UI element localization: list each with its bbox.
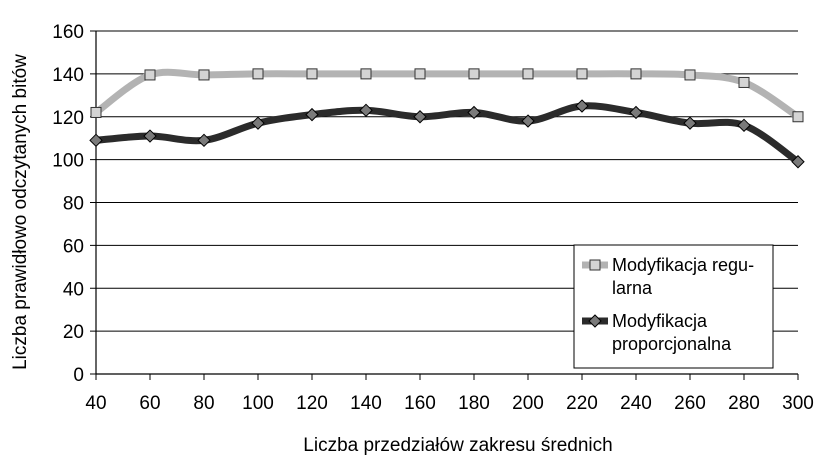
y-axis-label: Liczba prawidłowo odczytanych bitów (10, 54, 31, 370)
x-tick-label: 260 (674, 393, 706, 414)
y-tick-label: 100 (52, 151, 84, 172)
y-tick-label: 160 (52, 22, 84, 43)
x-tick-label: 300 (782, 393, 814, 414)
x-tick-label: 80 (193, 393, 214, 414)
data-point-series-2 (305, 107, 319, 122)
data-point-series-2 (683, 116, 697, 130)
data-point-series-1 (684, 69, 696, 81)
y-tick-label: 0 (73, 365, 84, 386)
legend-entry-label: proporcjonalna (612, 334, 732, 354)
axes (90, 30, 799, 380)
x-tick-label: 140 (350, 393, 382, 414)
data-point-series-1 (414, 68, 426, 80)
data-point-series-1 (576, 68, 588, 80)
data-point-series-2 (143, 129, 157, 143)
x-tick-label: 280 (728, 393, 760, 414)
data-point-series-2 (737, 118, 751, 133)
x-tick-label: 40 (85, 393, 106, 414)
x-axis-label: Liczba przedziałów zakresu średnich (303, 435, 612, 456)
series-line-2 (92, 102, 802, 166)
y-tick-label: 120 (52, 108, 84, 129)
x-tick-label: 120 (296, 393, 328, 414)
x-tick-label: 160 (404, 393, 436, 414)
data-point-series-2 (413, 110, 427, 124)
series-lines (89, 68, 805, 169)
y-tick-label: 80 (63, 194, 84, 215)
data-point-series-1 (252, 68, 264, 80)
data-point-series-1 (198, 69, 210, 81)
data-point-series-1 (360, 68, 372, 80)
legend-swatch-marker (588, 314, 602, 328)
legend-swatch-marker (589, 259, 601, 271)
data-point-series-2 (359, 103, 373, 118)
data-point-series-2 (251, 116, 265, 130)
x-tick-label: 240 (620, 393, 652, 414)
data-point-series-2 (89, 133, 103, 148)
data-point-series-1 (144, 69, 156, 81)
data-point-series-2 (467, 105, 481, 120)
data-point-series-1 (90, 106, 102, 118)
x-tick-label: 220 (566, 393, 598, 414)
data-point-series-1 (522, 68, 534, 80)
legend-entry-label: larna (612, 278, 653, 298)
data-point-series-2 (791, 155, 805, 169)
legend: Modyfikacja regu-larna Modyfikacja proporc… (573, 244, 774, 369)
tick-labels: 0 20 40 60 80 100 120 140 160 40 60 80 100 120 140 160 1… (52, 22, 814, 414)
legend-entry-label: Modyfikacja regu- (612, 255, 754, 275)
data-point-series-1 (738, 76, 750, 88)
y-tick-label: 60 (63, 236, 84, 257)
legend-entry-label: Modyfikacja (612, 311, 708, 331)
data-point-series-1 (630, 68, 642, 80)
data-point-series-1 (468, 68, 480, 80)
data-point-series-2 (197, 133, 211, 148)
y-tick-label: 20 (63, 322, 84, 343)
data-point-series-1 (306, 68, 318, 80)
data-point-series-2 (629, 105, 643, 120)
y-tick-label: 140 (52, 65, 84, 86)
x-tick-label: 180 (458, 393, 490, 414)
x-tick-label: 100 (242, 393, 274, 414)
x-tick-label: 200 (512, 393, 544, 414)
data-point-series-2 (575, 99, 589, 113)
data-point-series-2 (521, 114, 535, 128)
y-tick-label: 40 (63, 279, 84, 300)
x-tick-label: 60 (139, 393, 160, 414)
data-point-series-1 (792, 111, 804, 123)
